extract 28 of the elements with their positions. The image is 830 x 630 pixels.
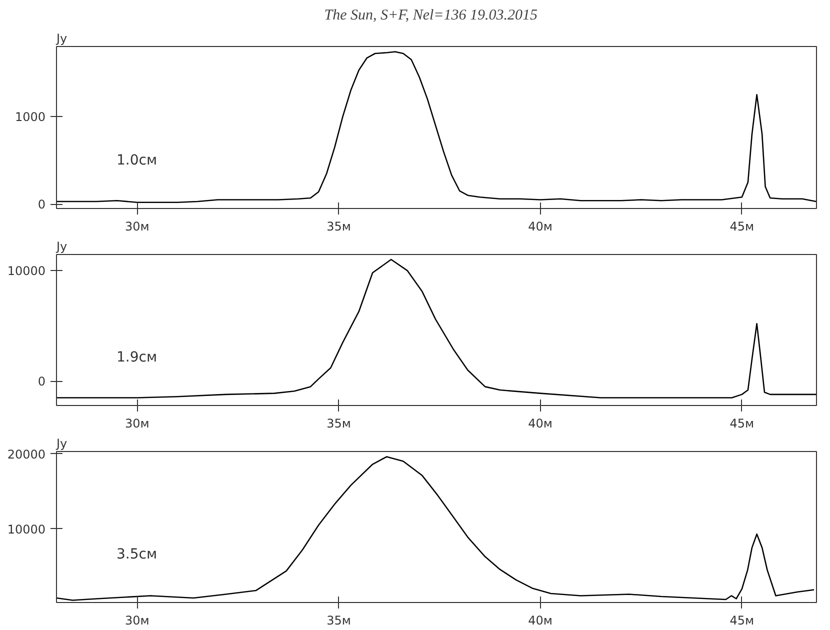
x-tick-label: 35м — [326, 416, 351, 430]
y-tick-label: 10000 — [7, 522, 46, 536]
y-tick-label: 0 — [38, 374, 46, 389]
y-axis-title: Jy — [56, 32, 68, 46]
chart-title: The Sun, S+F, Nel=136 19.03.2015 — [324, 8, 538, 24]
annotation: 1.9см — [116, 350, 158, 366]
annotation: 1.0см — [116, 152, 158, 168]
x-tick-label: 40м — [528, 614, 552, 628]
line-series — [56, 51, 816, 204]
y-tick-label: 10000 — [7, 264, 46, 278]
x-tick-label: 40м — [528, 416, 552, 430]
x-tick-label: 30м — [124, 416, 150, 430]
x-tick-label: 30м — [124, 614, 150, 628]
y-tick-label: 1000 — [14, 110, 46, 124]
x-tick-label: 35м — [326, 614, 351, 628]
x-tick-label: 45м — [730, 614, 754, 628]
line-series — [56, 258, 816, 398]
x-tick-label: 35м — [326, 220, 351, 234]
y-axis-title: Jy — [56, 240, 68, 254]
y-tick-label: 0 — [38, 198, 46, 212]
x-tick-label: 45м — [730, 220, 754, 234]
annotation: 3.5см — [116, 546, 158, 562]
line-series — [56, 456, 815, 601]
x-tick-label: 40м — [528, 220, 552, 234]
y-axis-title: Jy — [56, 436, 68, 450]
x-tick-label: 30м — [124, 220, 150, 234]
x-tick-label: 45м — [730, 416, 754, 430]
y-tick-label: 20000 — [7, 447, 46, 462]
